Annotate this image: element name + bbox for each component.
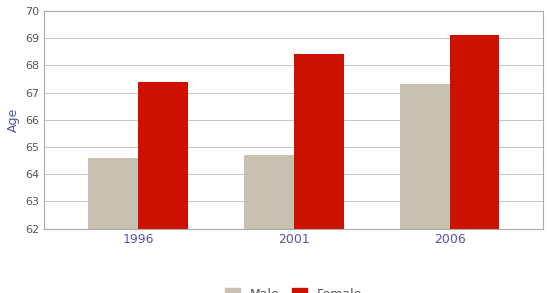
Bar <box>138 82 188 229</box>
Bar <box>88 158 138 229</box>
Legend: Male, Female: Male, Female <box>221 285 366 293</box>
Bar <box>400 84 449 229</box>
Bar <box>244 155 294 229</box>
Y-axis label: Age: Age <box>7 108 20 132</box>
Bar <box>294 54 344 229</box>
Bar <box>449 35 499 229</box>
